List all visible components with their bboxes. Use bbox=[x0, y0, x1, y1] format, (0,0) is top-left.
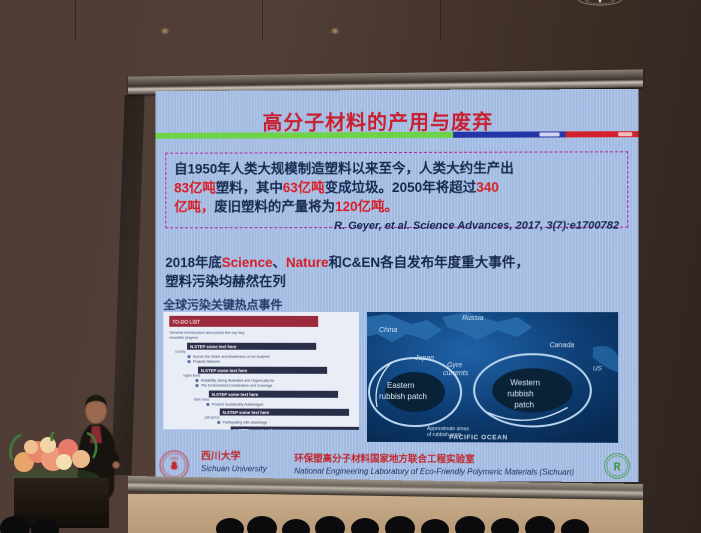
svg-text:patch: patch bbox=[514, 400, 534, 409]
svg-text:N.STEP some text here: N.STEP some text here bbox=[212, 392, 259, 397]
svg-text:Present Sustainably Advantaged: Present Sustainably Advantaged bbox=[212, 402, 263, 406]
svg-text:country: country bbox=[175, 350, 186, 354]
svg-text:movable players: movable players bbox=[169, 335, 198, 340]
svg-text:Participating with advantage: Participating with advantage bbox=[223, 420, 268, 424]
svg-text:Russia: Russia bbox=[462, 315, 484, 322]
svg-text:N.STEP some text here: N.STEP some text here bbox=[223, 410, 270, 415]
svg-text:rubbish: rubbish bbox=[507, 389, 533, 398]
svg-text:region items: region items bbox=[183, 374, 201, 378]
svg-text:Eastern: Eastern bbox=[387, 381, 415, 390]
svg-text:China: China bbox=[379, 327, 397, 334]
svg-text:Across the Globe and Awareness: Across the Globe and Awareness of our fo… bbox=[193, 355, 270, 359]
svg-text:N.STEP some text here: N.STEP some text here bbox=[190, 344, 237, 349]
svg-text:US: US bbox=[593, 365, 603, 372]
svg-text:N.STEP some text here: N.STEP some text here bbox=[234, 428, 281, 430]
svg-text:N.STEP some text here: N.STEP some text here bbox=[201, 368, 248, 373]
svg-text:part group: part group bbox=[205, 415, 220, 419]
svg-text:PACIFIC OCEAN: PACIFIC OCEAN bbox=[449, 434, 508, 441]
svg-text:topic notes: topic notes bbox=[194, 397, 210, 401]
svg-text:R: R bbox=[614, 460, 621, 474]
svg-text:Reliability, Being Illustrated: Reliability, Being Illustrated and Organ… bbox=[201, 379, 275, 383]
svg-text:Western: Western bbox=[510, 378, 540, 387]
svg-text:1896: 1896 bbox=[170, 457, 178, 461]
svg-text:Projects Network: Projects Network bbox=[193, 360, 220, 364]
svg-text:The Environment Combination an: The Environment Combination and Coverage bbox=[201, 384, 272, 388]
svg-text:rubbish patch: rubbish patch bbox=[379, 392, 427, 401]
svg-text:Gyre: Gyre bbox=[447, 362, 462, 369]
svg-text:Canada: Canada bbox=[550, 342, 575, 349]
svg-text:TO-DO LIST: TO-DO LIST bbox=[172, 320, 200, 326]
svg-text:currents: currents bbox=[443, 370, 469, 377]
